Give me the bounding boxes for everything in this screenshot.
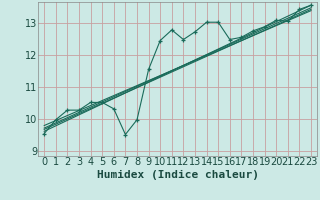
X-axis label: Humidex (Indice chaleur): Humidex (Indice chaleur) [97,170,259,180]
